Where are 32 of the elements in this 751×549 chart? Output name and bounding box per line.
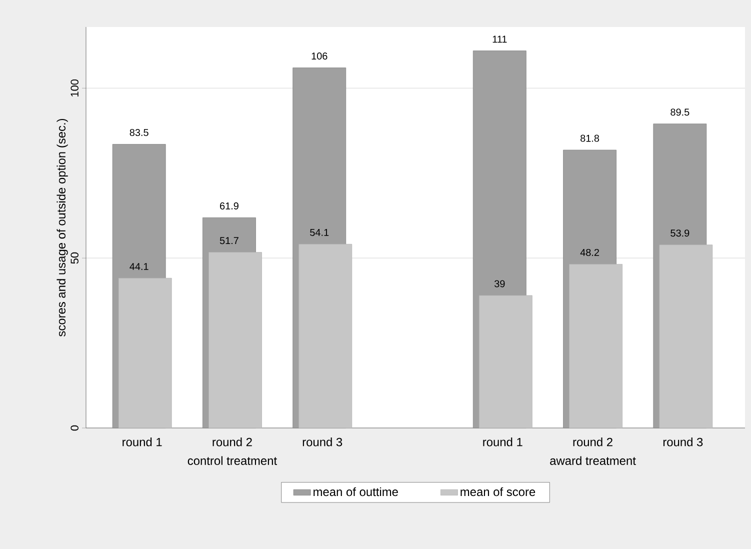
x-tick-label: round 1 bbox=[122, 438, 162, 446]
data-label: 39 bbox=[494, 280, 505, 288]
data-label: 48.2 bbox=[580, 248, 599, 256]
data-label: 89.5 bbox=[670, 108, 690, 116]
bar bbox=[659, 244, 713, 428]
data-label: 83.5 bbox=[130, 128, 148, 136]
y-tick-label: 0 bbox=[70, 425, 78, 431]
data-label: 44.1 bbox=[130, 263, 148, 270]
bar bbox=[569, 264, 622, 428]
data-label: 111 bbox=[492, 36, 507, 43]
data-label: 61.9 bbox=[220, 202, 238, 210]
y-tick-label: 100 bbox=[70, 79, 78, 96]
data-label: 51.7 bbox=[220, 237, 238, 244]
data-label: 81.8 bbox=[580, 134, 600, 142]
data-label: 54.1 bbox=[310, 228, 329, 236]
legend-label: mean of outtime bbox=[314, 487, 398, 496]
data-label: 53.9 bbox=[670, 230, 690, 237]
bar bbox=[208, 252, 262, 428]
y-tick-label: 50 bbox=[70, 252, 78, 264]
x-tick-label: round 3 bbox=[302, 438, 342, 446]
x-tick-label: round 2 bbox=[212, 438, 252, 446]
text: award treatment bbox=[550, 456, 636, 465]
x-tick-label: round 1 bbox=[483, 438, 522, 446]
bar bbox=[298, 244, 352, 428]
x-tick-label: round 2 bbox=[573, 438, 612, 446]
text: control treatment bbox=[188, 456, 277, 465]
legend-label: mean of score bbox=[460, 487, 536, 496]
x-tick-label: round 3 bbox=[663, 438, 703, 446]
y-axis-title: scores and usage of outside option (sec.) bbox=[56, 118, 68, 336]
bar bbox=[118, 278, 172, 428]
data-label: 106 bbox=[312, 52, 328, 60]
bar bbox=[478, 295, 532, 428]
